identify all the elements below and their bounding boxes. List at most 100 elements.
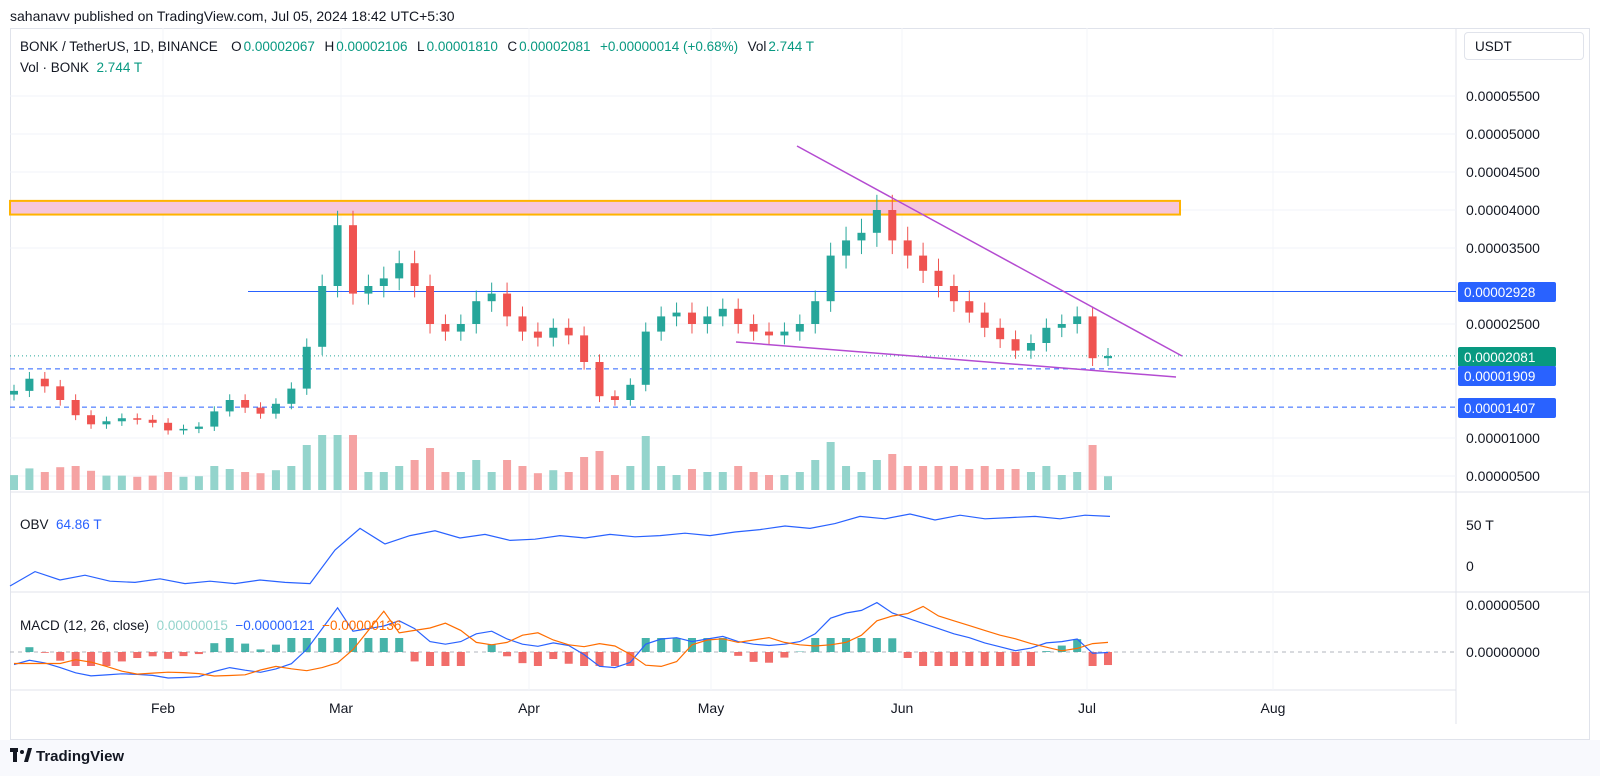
- macd-histogram-bar: [1088, 652, 1097, 666]
- volume-bar: [703, 472, 712, 490]
- volume-bar: [456, 472, 465, 490]
- macd-histogram-bar: [780, 652, 789, 658]
- macd-histogram-bar: [749, 652, 758, 662]
- candle: [56, 386, 65, 400]
- price-tag-support-2: 0.00001407: [1458, 398, 1556, 418]
- volume-bar: [795, 472, 804, 490]
- obv-tick-label: 50 T: [1466, 517, 1494, 533]
- macd-histogram-bar: [1104, 652, 1112, 666]
- macd-label[interactable]: MACD (12, 26, close): [20, 618, 150, 633]
- low-label: L: [417, 39, 425, 54]
- volume-bar: [133, 476, 142, 490]
- volume-bar: [395, 466, 404, 490]
- volume-bar: [641, 436, 650, 490]
- candle: [241, 400, 250, 408]
- candle: [626, 384, 635, 400]
- volume-bar: [25, 468, 34, 490]
- volume-label[interactable]: Vol · BONK: [20, 60, 90, 75]
- volume-bar: [888, 454, 897, 490]
- candle: [210, 411, 219, 427]
- macd-signal-value: −0.00000136: [322, 618, 402, 633]
- volume-bar: [595, 451, 604, 490]
- macd-histogram-bar: [765, 652, 774, 663]
- volume-bar: [71, 466, 80, 490]
- high-value: 0.00002106: [336, 39, 408, 54]
- x-tick-label: Jul: [1078, 700, 1096, 716]
- candle: [687, 312, 696, 324]
- macd-histogram-bar: [872, 638, 881, 652]
- price-tag-current: 0.00002081: [1458, 347, 1556, 367]
- candle: [657, 316, 666, 332]
- candle: [518, 316, 527, 332]
- x-tick-label: Feb: [151, 700, 175, 716]
- macd-histogram-bar: [441, 652, 450, 666]
- macd-histogram-bar: [549, 652, 558, 660]
- volume-bar: [826, 442, 835, 490]
- candle: [549, 327, 558, 338]
- volume-bar: [749, 472, 758, 490]
- vol-label: Vol: [747, 39, 767, 54]
- volume-bar: [472, 460, 481, 490]
- candle: [842, 240, 851, 256]
- candle: [441, 324, 450, 332]
- macd-histogram-bar: [395, 638, 404, 652]
- candle: [133, 418, 142, 420]
- tradingview-logo[interactable]: TradingView: [10, 748, 124, 766]
- macd-histogram-bar: [102, 652, 111, 666]
- close-value: 0.00002081: [519, 39, 591, 54]
- x-tick-label: May: [698, 700, 724, 716]
- candle: [40, 378, 49, 387]
- volume-bar: [302, 445, 311, 490]
- volume-bar: [919, 466, 928, 490]
- symbol-name[interactable]: BONK / TetherUS, 1D, BINANCE: [20, 39, 218, 54]
- candle: [87, 415, 96, 425]
- price-tag-support-1: 0.00001909: [1458, 366, 1556, 386]
- vol-value: 2.744 T: [768, 39, 814, 54]
- macd-histogram-bar: [980, 652, 989, 666]
- candle: [980, 312, 989, 328]
- resistance-zone: [9, 199, 1181, 216]
- y-tick-label: 0.00003500: [1466, 240, 1540, 256]
- volume-bar: [857, 472, 866, 490]
- macd-histogram-bar: [934, 652, 943, 666]
- volume-bar: [657, 466, 666, 490]
- candle: [595, 362, 604, 397]
- macd-histogram-bar: [734, 652, 743, 656]
- volume-bar: [1057, 475, 1066, 490]
- candle: [888, 210, 897, 241]
- macd-histogram-bar: [610, 652, 619, 666]
- volume-bar: [610, 475, 619, 490]
- macd-histogram-bar: [25, 647, 34, 652]
- currency-selector[interactable]: USDT: [1464, 32, 1584, 60]
- macd-histogram-bar: [302, 638, 311, 652]
- candle: [672, 312, 681, 317]
- y-tick-label: 0.00004000: [1466, 202, 1540, 218]
- candle: [749, 324, 758, 332]
- tradingview-icon: [10, 748, 32, 766]
- candle: [302, 346, 311, 389]
- candle: [456, 324, 465, 332]
- macd-histogram-bar: [133, 652, 142, 658]
- macd-histogram-bar: [903, 652, 912, 658]
- volume-bar: [934, 466, 943, 490]
- obv-legend: OBV 64.86 T: [20, 517, 102, 532]
- macd-histogram-bar: [225, 638, 234, 652]
- volume-bar: [533, 473, 542, 490]
- x-tick-label: Jun: [891, 700, 914, 716]
- volume-bar: [87, 470, 96, 490]
- candle: [718, 308, 727, 317]
- y-tick-label: 0.00001000: [1466, 430, 1540, 446]
- candle: [872, 210, 881, 233]
- volume-bar: [765, 475, 774, 490]
- macd-histogram-bar: [1026, 652, 1035, 666]
- macd-histogram-bar: [210, 643, 219, 652]
- low-value: 0.00001810: [426, 39, 498, 54]
- candle: [580, 335, 589, 362]
- candle: [194, 426, 203, 429]
- obv-label[interactable]: OBV: [20, 517, 49, 532]
- candle: [949, 286, 958, 302]
- candle: [318, 286, 327, 347]
- volume-bar: [364, 472, 373, 490]
- macd-histogram-bar: [318, 638, 327, 652]
